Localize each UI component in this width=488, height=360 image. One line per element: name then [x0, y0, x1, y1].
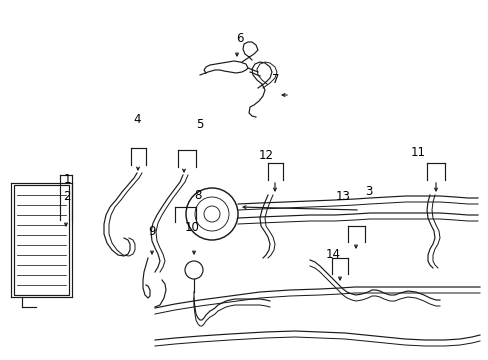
Text: 2: 2 [63, 190, 71, 203]
Text: 4: 4 [133, 113, 141, 126]
Bar [14, 185, 69, 295]
Text: 7: 7 [271, 73, 279, 86]
Text: 13: 13 [335, 190, 350, 203]
Text: 10: 10 [184, 221, 199, 234]
Text: 3: 3 [365, 185, 372, 198]
Text: 14: 14 [325, 248, 340, 261]
Text: 9: 9 [147, 225, 155, 238]
Text: 6: 6 [235, 32, 243, 45]
Text: 12: 12 [259, 149, 273, 162]
Text: 5: 5 [195, 118, 203, 131]
Text: 8: 8 [194, 189, 202, 202]
Text: 1: 1 [63, 173, 71, 186]
Text: 11: 11 [410, 147, 425, 159]
